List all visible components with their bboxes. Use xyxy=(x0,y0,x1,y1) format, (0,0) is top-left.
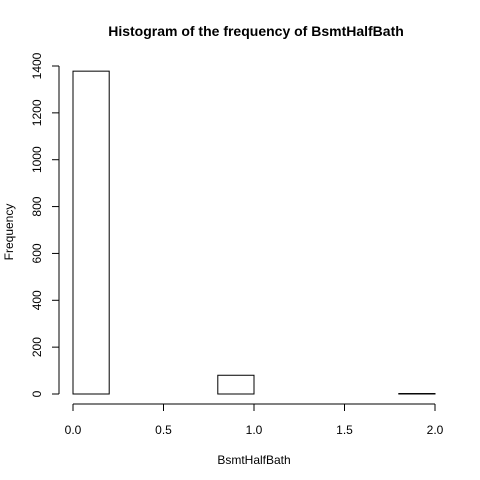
y-tick-label: 400 xyxy=(30,290,44,310)
x-tick-label: 0.5 xyxy=(155,423,172,437)
x-tick-label: 2.0 xyxy=(427,423,444,437)
histogram-bar xyxy=(72,70,110,395)
y-tick-label: 1400 xyxy=(30,52,44,79)
x-tick-label: 1.0 xyxy=(246,423,263,437)
y-axis: 0 200 400 600 800 1000 1200 1400 xyxy=(30,52,60,397)
y-tick-label: 0 xyxy=(30,390,44,397)
y-axis-label: Frequency xyxy=(2,204,16,261)
y-tick-label: 1200 xyxy=(30,99,44,126)
y-tick-label: 1000 xyxy=(30,146,44,173)
y-tick-label: 600 xyxy=(30,243,44,263)
x-axis: 0.0 0.5 1.0 1.5 2.0 xyxy=(65,403,444,437)
x-tick-label: 1.5 xyxy=(336,423,353,437)
histogram-bars xyxy=(72,70,436,395)
chart-title: Histogram of the frequency of BsmtHalfBa… xyxy=(108,23,404,39)
x-tick-label: 0.0 xyxy=(65,423,82,437)
x-axis-label: BsmtHalfBath xyxy=(217,453,290,467)
y-tick-label: 800 xyxy=(30,196,44,216)
histogram-bar xyxy=(217,374,255,395)
y-tick-label: 200 xyxy=(30,337,44,357)
